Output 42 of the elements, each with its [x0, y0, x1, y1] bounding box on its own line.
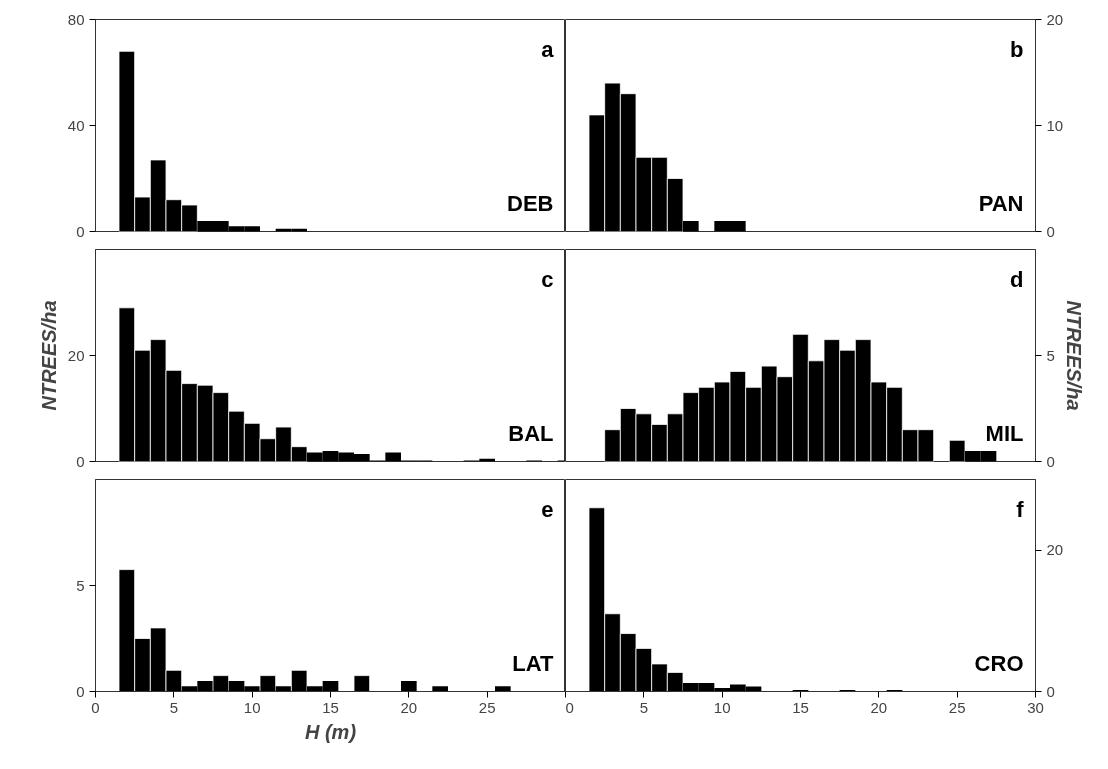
- y-tick-label: 0: [76, 222, 85, 240]
- y-tick-label: 20: [1046, 10, 1064, 28]
- y-tick-label: 20: [1046, 541, 1064, 559]
- y-tick-label: 0: [1046, 682, 1055, 700]
- annotation: DEB: [507, 191, 554, 216]
- y-axis-title: NTREES/ha: [37, 300, 60, 411]
- y-tick-label: 0: [76, 452, 85, 470]
- y-tick-label: 0: [1046, 452, 1055, 470]
- x-tick-label: 25: [948, 698, 966, 716]
- y-tick-label: 20: [67, 346, 85, 364]
- x-tick-label: 0: [565, 698, 574, 716]
- y-tick-label: 40: [67, 116, 85, 134]
- x-tick-label: 20: [870, 698, 888, 716]
- annotation: CRO: [974, 651, 1024, 676]
- y-tick-label: 0: [1046, 222, 1055, 240]
- x-tick-label: 15: [322, 698, 339, 716]
- annotation: e: [541, 497, 554, 522]
- annotation: BAL: [508, 421, 554, 446]
- y-tick-label: 5: [76, 576, 85, 594]
- x-tick-label: 10: [243, 698, 261, 716]
- x-tick-label: 25: [478, 698, 496, 716]
- x-axis-title: H (m): [304, 720, 357, 743]
- annotation: f: [1016, 497, 1025, 522]
- annotation: LAT: [512, 651, 555, 676]
- annotation: MIL: [985, 421, 1024, 446]
- annotation: PAN: [978, 191, 1024, 216]
- annotation: c: [541, 267, 554, 292]
- annotation: b: [1010, 37, 1024, 62]
- y-tick-label: 5: [1046, 346, 1055, 364]
- x-tick-label: 5: [639, 698, 649, 716]
- annotation: a: [541, 37, 555, 62]
- x-tick-label: 20: [400, 698, 418, 716]
- y-axis-title: NTREES/ha: [1062, 300, 1085, 411]
- x-tick-label: 10: [713, 698, 731, 716]
- x-tick-label: 5: [169, 698, 179, 716]
- y-tick-label: 10: [1046, 116, 1064, 134]
- annotation: d: [1010, 267, 1024, 292]
- x-tick-label: 30: [1027, 698, 1044, 716]
- x-tick-label: 0: [91, 698, 100, 716]
- y-tick-label: 80: [67, 10, 85, 28]
- y-tick-label: 0: [76, 682, 85, 700]
- x-tick-label: 15: [792, 698, 809, 716]
